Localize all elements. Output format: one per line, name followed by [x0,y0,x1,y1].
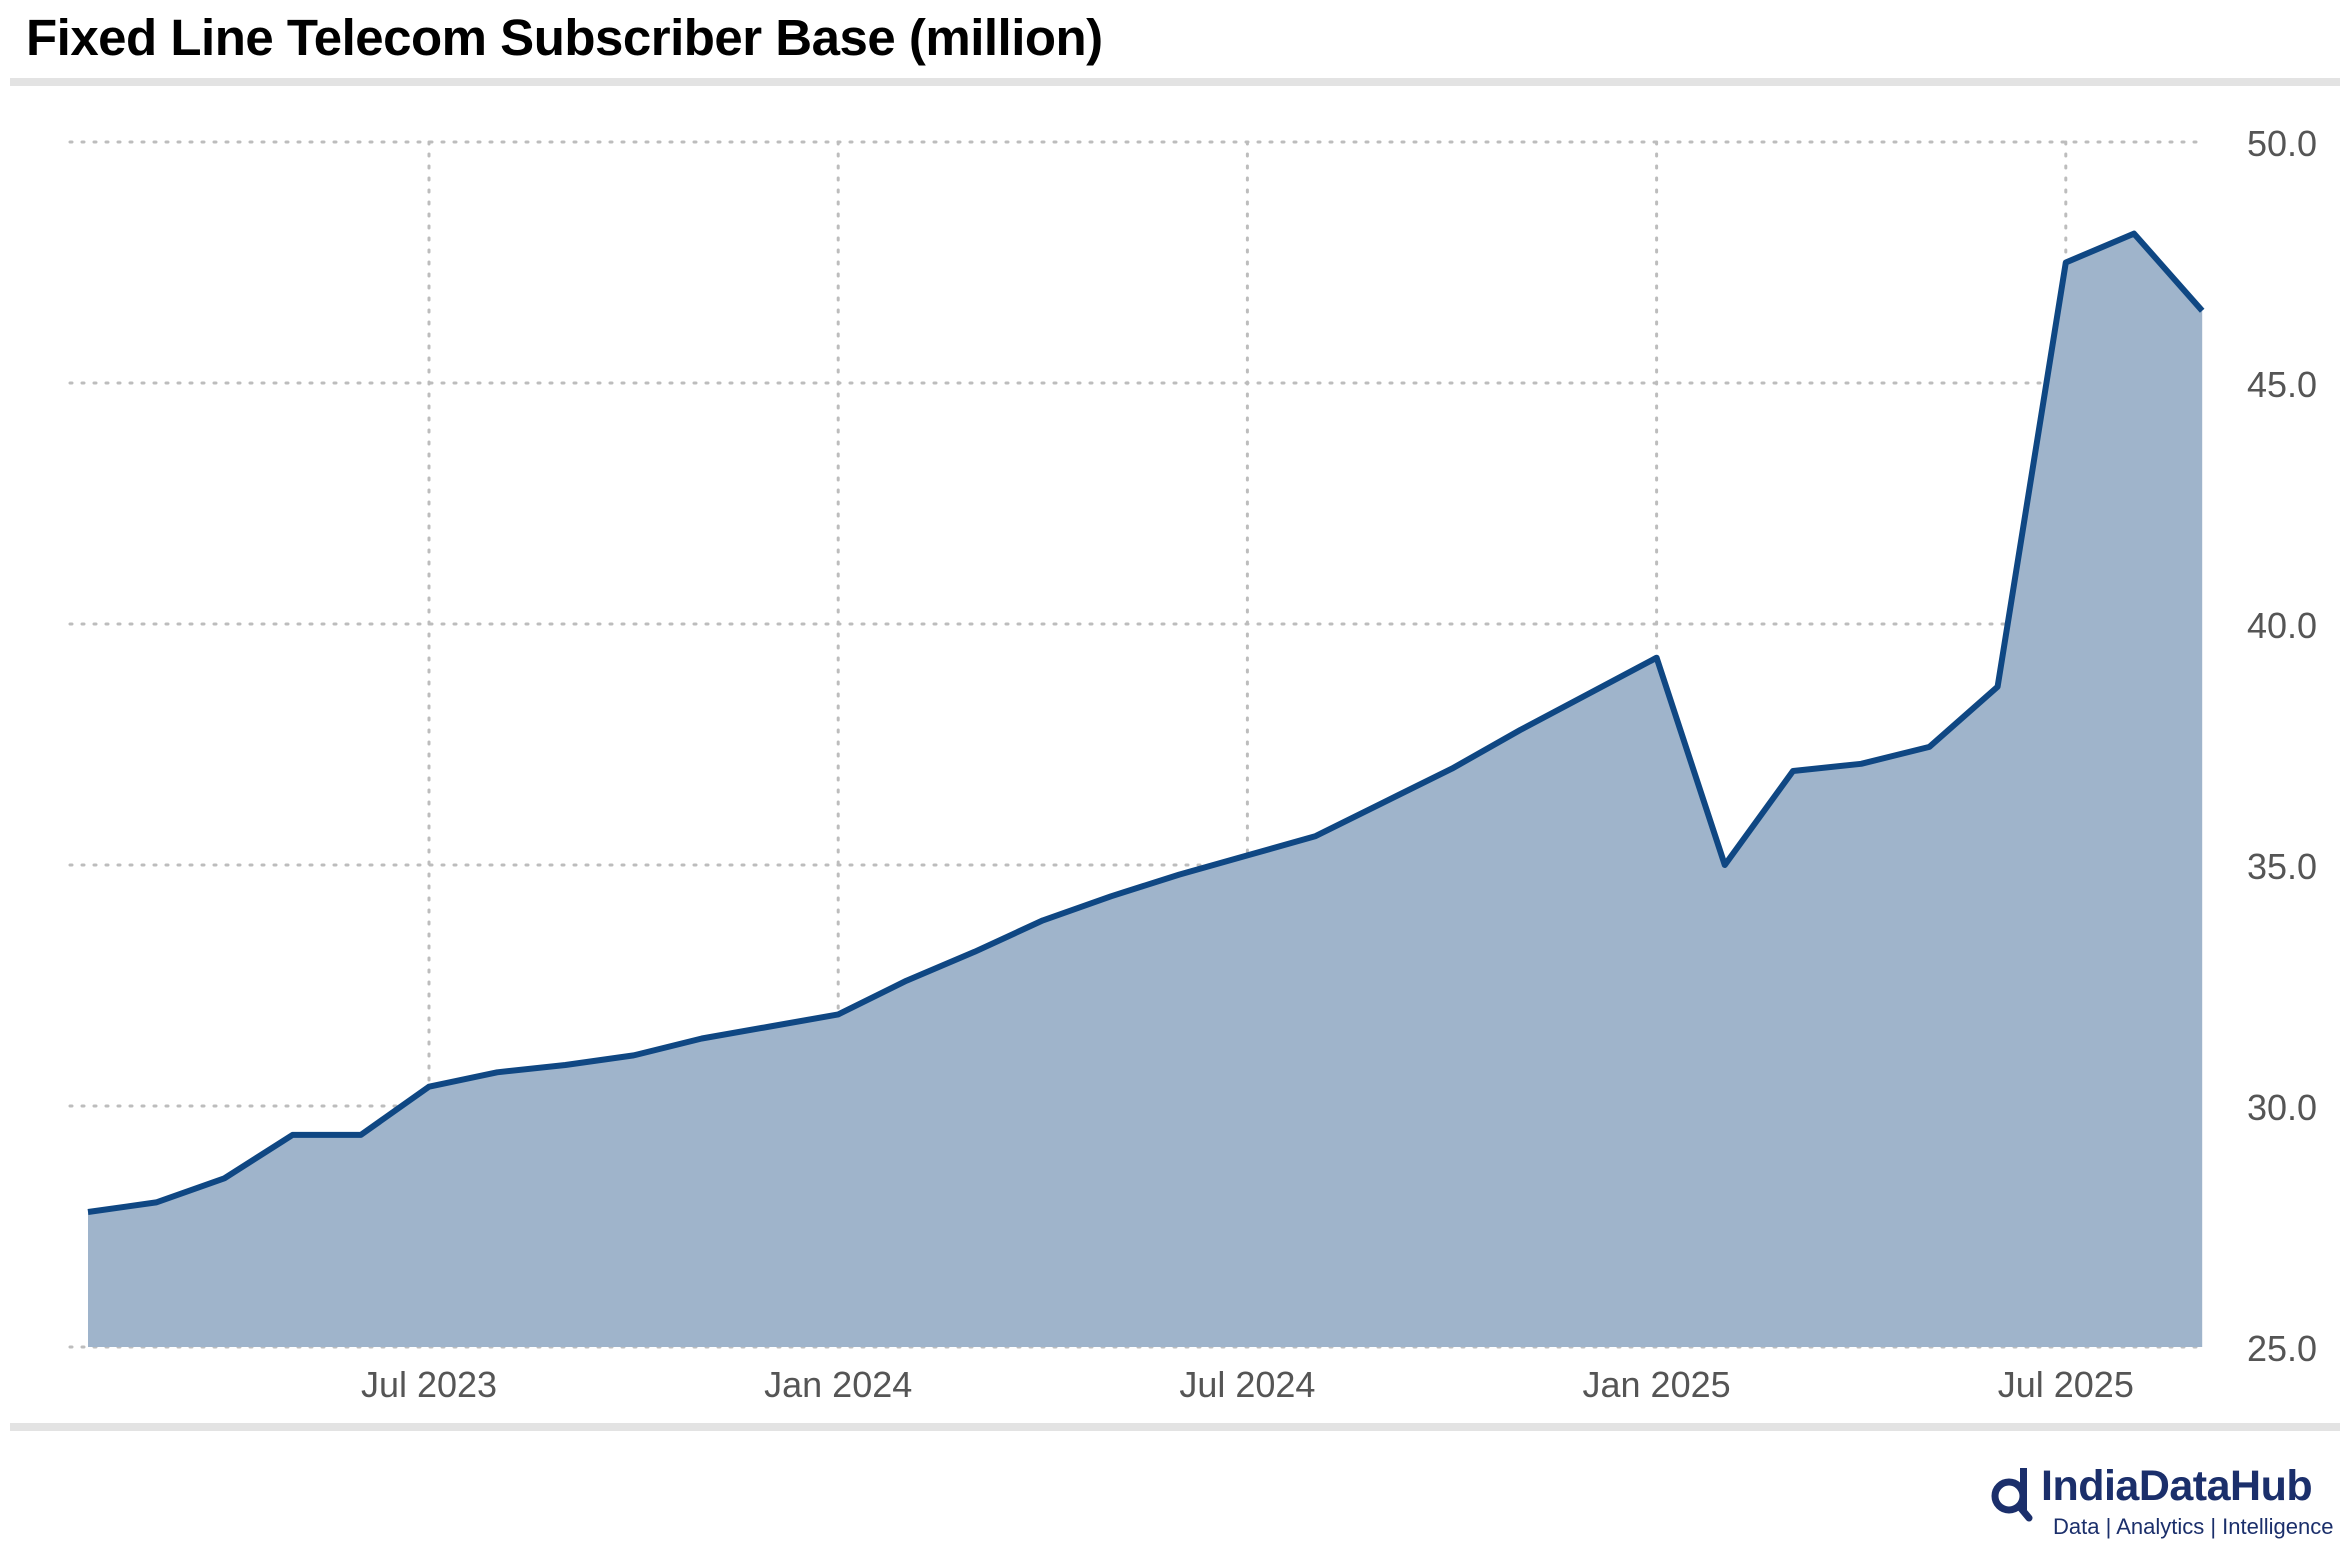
y-tick-label: 40.0 [2247,605,2317,646]
area-chart: 25.0 30.0 35.0 40.0 45.0 50.0 Jul 2023 Jan 202… [68,123,2317,1405]
x-axis-tick-labels: Jul 2023 Jan 2024 Jul 2024 Jan 2025 Jul 2025 [361,1364,2134,1405]
chart-title: Fixed Line Telecom Subscriber Base (mill… [26,9,1103,66]
magnifier-d-logo-icon [1991,1468,2033,1522]
y-tick-label: 30.0 [2247,1087,2317,1128]
brand-tagline: Data | Analytics | Intelligence [2053,1514,2334,1539]
bottom-divider [10,1423,2340,1431]
x-tick-label: Jul 2024 [1179,1364,1315,1405]
area-fill [88,233,2203,1348]
brand-logo-block: IndiaDataHub Data | Analytics | Intellig… [1969,1462,2333,1542]
y-tick-label: 45.0 [2247,364,2317,405]
y-tick-label: 25.0 [2247,1328,2317,1369]
x-tick-label: Jan 2024 [764,1364,912,1405]
y-tick-label: 50.0 [2247,123,2317,164]
x-tick-label: Jul 2025 [1998,1364,2134,1405]
x-tick-label: Jan 2025 [1583,1364,1731,1405]
x-tick-label: Jul 2023 [361,1364,497,1405]
y-tick-label: 35.0 [2247,846,2317,887]
series-line [87,230,2205,1215]
top-divider [10,78,2340,86]
brand-name: IndiaDataHub [2041,1462,2313,1510]
y-axis-tick-labels: 25.0 30.0 35.0 40.0 45.0 50.0 [2247,123,2317,1369]
